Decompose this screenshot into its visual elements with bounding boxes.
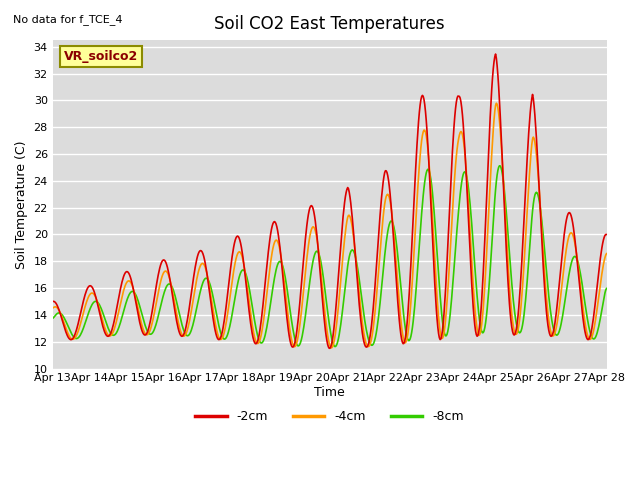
Line: -4cm: -4cm [52,103,607,348]
-2cm [116,290,124,296]
Title: Soil CO2 East Temperatures: Soil CO2 East Temperatures [214,15,445,33]
-2cm [172,314,180,320]
-2cm [59,319,67,324]
-4cm [116,304,124,310]
-8cm [172,296,180,302]
Y-axis label: Soil Temperature (C): Soil Temperature (C) [15,140,28,269]
-8cm [495,163,503,168]
-4cm [59,316,67,322]
-8cm [59,312,67,318]
-8cm [202,276,209,281]
X-axis label: Time: Time [314,386,345,399]
-4cm [414,185,422,191]
-2cm [202,260,209,266]
-4cm [49,305,56,311]
-8cm [414,264,422,269]
Text: VR_soilco2: VR_soilco2 [64,50,138,63]
-2cm [325,346,333,351]
-4cm [493,100,500,106]
Line: -8cm: -8cm [52,166,607,347]
Line: -2cm: -2cm [52,54,607,348]
-4cm [172,307,180,313]
Legend: -2cm, -4cm, -8cm: -2cm, -4cm, -8cm [190,405,468,428]
Text: No data for f_TCE_4: No data for f_TCE_4 [13,14,122,25]
-2cm [398,336,406,342]
-8cm [332,344,339,349]
-2cm [414,130,422,135]
-8cm [116,322,124,328]
-2cm [49,299,56,304]
-8cm [49,315,56,321]
-4cm [202,264,209,270]
-8cm [603,286,611,291]
-2cm [603,232,611,238]
-4cm [603,251,611,256]
-8cm [398,292,406,298]
-2cm [492,51,499,57]
-4cm [328,345,335,351]
-4cm [398,324,406,330]
